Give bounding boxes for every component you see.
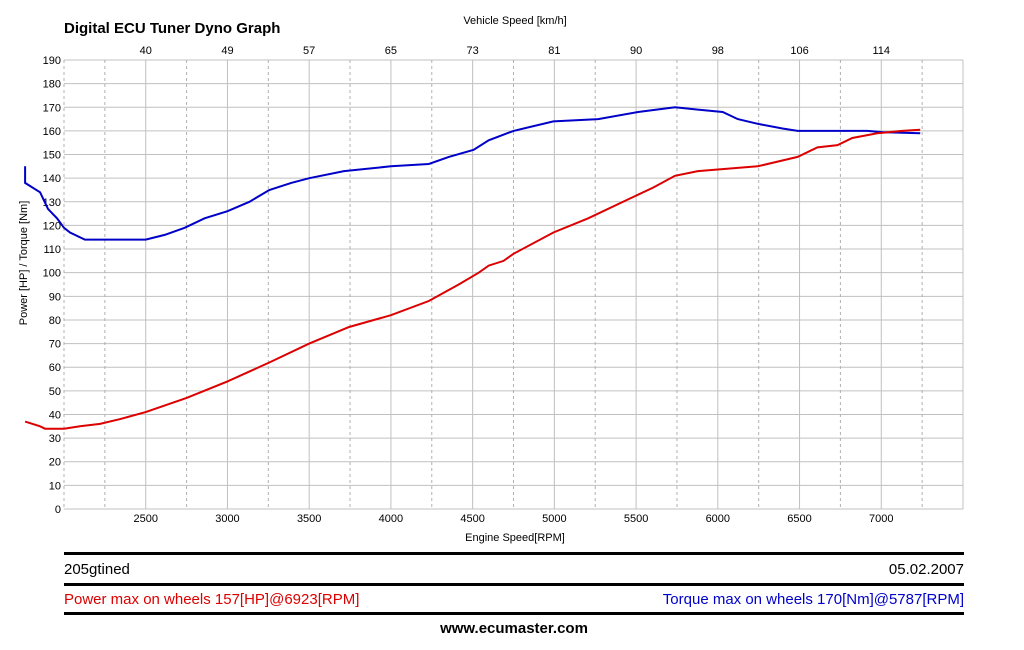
x-tick-label: 6500 — [787, 513, 811, 525]
torque-max-label: Torque max on wheels 170[Nm]@5787[RPM] — [662, 591, 964, 608]
y-tick-label: 50 — [49, 386, 61, 398]
y-tick-label: 110 — [43, 244, 61, 256]
chart-title: Digital ECU Tuner Dyno Graph — [64, 20, 280, 37]
x2-axis-label: Vehicle Speed [km/h] — [463, 15, 566, 27]
divider — [64, 583, 964, 586]
y-tick-label: 20 — [49, 457, 61, 469]
x-axis-label: Engine Speed[RPM] — [465, 532, 565, 544]
y-tick-label: 120 — [43, 220, 61, 232]
x2-tick-label: 73 — [467, 45, 479, 57]
y-tick-label: 140 — [43, 173, 61, 185]
y-tick-label: 90 — [49, 291, 61, 303]
divider — [64, 612, 964, 615]
x2-tick-label: 90 — [630, 45, 642, 57]
y-tick-label: 150 — [43, 150, 61, 162]
y-axis-label: Power [HP] / Torque [Nm] — [18, 201, 30, 326]
x2-tick-label: 98 — [712, 45, 724, 57]
x-tick-label: 6000 — [706, 513, 730, 525]
y-tick-label: 180 — [43, 79, 61, 91]
x2-tick-label: 65 — [385, 45, 397, 57]
y-tick-label: 170 — [43, 102, 61, 114]
y-tick-label: 100 — [43, 268, 61, 280]
x-tick-label: 3000 — [215, 513, 239, 525]
y-tick-label: 60 — [49, 362, 61, 374]
x-tick-label: 5500 — [624, 513, 648, 525]
x2-tick-label: 114 — [872, 45, 890, 57]
website-link[interactable]: www.ecumaster.com — [440, 620, 588, 637]
y-tick-label: 80 — [49, 315, 61, 327]
chart-svg: Digital ECU Tuner Dyno Graph Vehicle Spe… — [18, 15, 964, 544]
run-date: 05.02.2007 — [888, 561, 964, 578]
y-tick-label: 190 — [43, 55, 61, 67]
x-tick-label: 2500 — [133, 513, 157, 525]
y-tick-label: 160 — [43, 126, 61, 138]
x-tick-label: 4500 — [460, 513, 484, 525]
x2-tick-label: 106 — [790, 45, 808, 57]
x2-tick-label: 40 — [140, 45, 152, 57]
x-tick-label: 3500 — [297, 513, 321, 525]
divider — [64, 552, 964, 555]
y-tick-label: 40 — [49, 409, 61, 421]
x-tick-label: 5000 — [542, 513, 566, 525]
y-tick-label: 0 — [55, 504, 61, 516]
x2-tick-label: 49 — [221, 45, 233, 57]
power-max-label: Power max on wheels 157[HP]@6923[RPM] — [64, 591, 360, 608]
x-tick-label: 4000 — [379, 513, 403, 525]
y-tick-label: 10 — [49, 480, 61, 492]
run-name: 205gtined — [64, 561, 130, 578]
x-tick-label: 7000 — [869, 513, 893, 525]
x2-tick-label: 57 — [303, 45, 315, 57]
y-tick-label: 70 — [49, 339, 61, 351]
x2-tick-label: 81 — [548, 45, 560, 57]
torque-line — [24, 106, 921, 241]
y-tick-label: 30 — [49, 433, 61, 445]
power-line — [24, 128, 921, 430]
